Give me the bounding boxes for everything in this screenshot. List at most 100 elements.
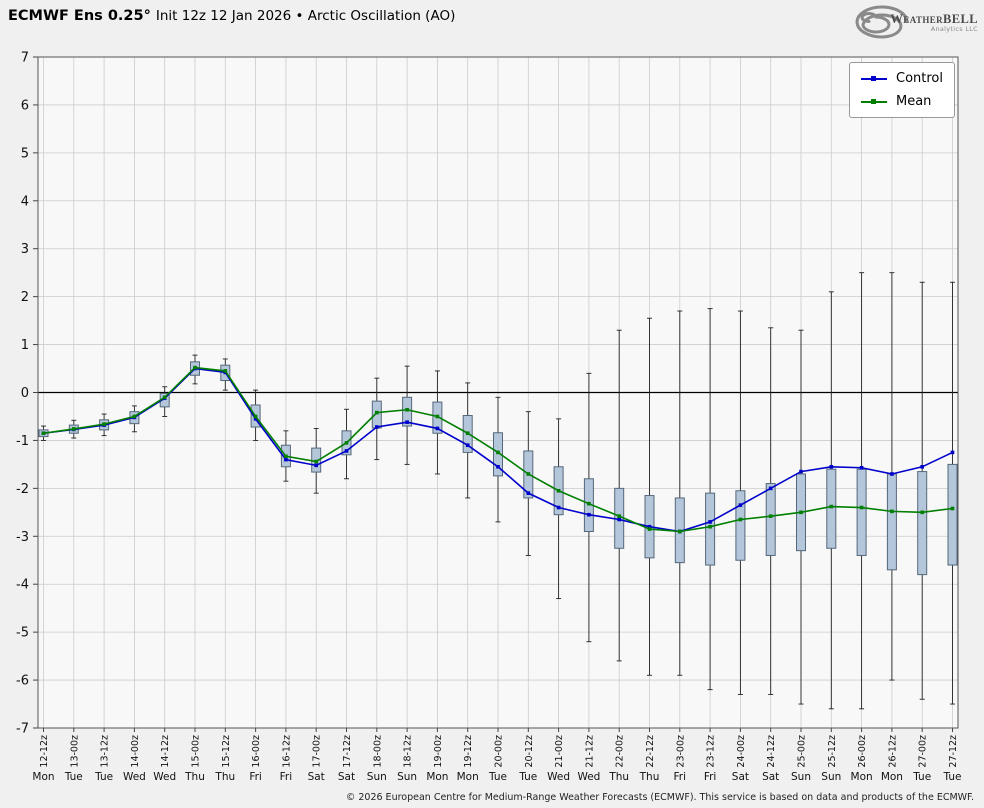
x-day-label: Tue <box>912 771 931 783</box>
x-tick-label: 18-00z <box>372 735 383 768</box>
ensemble-box <box>917 471 928 576</box>
legend-item-mean: Mean <box>861 94 943 109</box>
control-marker <box>587 512 591 517</box>
mean-marker <box>526 472 531 476</box>
mean-marker <box>162 395 167 400</box>
mean-marker <box>617 514 621 518</box>
y-tick-label: 3 <box>21 242 29 257</box>
y-tick-label: 2 <box>21 290 29 305</box>
copyright-text: © 2026 European Centre for Medium-Range … <box>345 792 974 803</box>
mean-marker <box>556 488 561 493</box>
x-day-label: Thu <box>608 771 629 783</box>
mean-marker <box>405 407 409 412</box>
y-tick-label: -2 <box>16 482 29 497</box>
x-day-label: Sun <box>397 771 417 783</box>
ensemble-box <box>856 468 867 556</box>
x-tick-label: 19-12z <box>463 735 474 768</box>
x-tick-label: 27-12z <box>948 735 959 768</box>
legend-item-control: Control <box>861 71 943 86</box>
y-tick-label: 4 <box>21 194 29 209</box>
control-marker <box>314 463 318 468</box>
control-marker <box>708 520 712 524</box>
mean-marker <box>799 510 803 515</box>
control-marker <box>405 420 409 425</box>
control-marker <box>617 517 621 522</box>
legend-label-control: Control <box>896 71 943 86</box>
mean-marker <box>253 414 258 419</box>
ensemble-box <box>402 396 413 427</box>
chart-title: ECMWF Ens 0.25° Init 12z 12 Jan 2026 • Ar… <box>8 8 455 24</box>
ensemble-box <box>826 468 837 549</box>
y-tick-label: 5 <box>21 146 29 161</box>
x-day-label: Mon <box>457 771 479 783</box>
x-day-label: Sun <box>367 771 387 783</box>
x-day-label: Thu <box>214 771 235 783</box>
x-tick-label: 27-00z <box>918 735 929 768</box>
control-marker <box>920 464 924 469</box>
mean-marker <box>920 510 924 515</box>
x-day-label: Wed <box>577 771 600 783</box>
x-day-label: Sat <box>732 771 749 783</box>
control-marker <box>799 469 803 474</box>
y-tick-label: 1 <box>21 338 29 353</box>
x-day-label: Mon <box>881 771 903 783</box>
x-day-label: Thu <box>184 771 205 783</box>
y-tick-label: -4 <box>16 578 29 593</box>
weatherbell-swirl-icon <box>856 5 909 39</box>
mean-marker <box>375 410 379 415</box>
x-day-label: Tue <box>518 771 537 783</box>
mean-marker <box>465 431 470 436</box>
mean-marker <box>647 527 652 531</box>
legend-label-mean: Mean <box>896 94 932 109</box>
control-marker <box>465 443 470 448</box>
mean-marker <box>678 529 682 534</box>
mean-line-swatch <box>861 98 887 104</box>
ensemble-box <box>735 490 746 561</box>
y-tick-label: -6 <box>16 674 29 689</box>
ensemble-box <box>705 492 716 566</box>
y-tick-label: -3 <box>16 530 29 545</box>
x-tick-label: 16-00z <box>251 735 262 768</box>
x-tick-label: 16-12z <box>281 735 292 768</box>
control-marker <box>738 503 743 507</box>
control-marker <box>647 524 652 529</box>
y-tick-label: -5 <box>16 626 29 641</box>
chart-legend: Control Mean <box>849 62 955 118</box>
plot-border <box>37 56 959 729</box>
x-day-label: Wed <box>547 771 570 783</box>
x-tick-label: 20-12z <box>524 735 535 768</box>
logo-text: WeatherBELL Analytics LLC <box>890 12 978 34</box>
x-tick-label: 22-00z <box>615 735 626 768</box>
chart-title-detail: Init 12z 12 Jan 2026 • Arctic Oscillatio… <box>155 8 456 24</box>
y-tick-label: -7 <box>16 722 29 737</box>
mean-marker <box>223 369 228 373</box>
mean-marker <box>72 427 76 431</box>
x-day-label: Fri <box>280 771 293 783</box>
x-day-label: Sun <box>791 771 811 783</box>
control-marker <box>829 464 834 469</box>
x-tick-label: 15-12z <box>221 735 232 768</box>
logo-brand: WeatherBELL <box>890 12 978 27</box>
x-day-label: Mon <box>32 771 54 783</box>
control-marker <box>496 464 500 469</box>
x-tick-label: 13-00z <box>69 735 80 768</box>
x-day-label: Tue <box>943 771 962 783</box>
mean-marker <box>829 504 834 509</box>
x-tick-label: 22-12z <box>645 735 656 768</box>
logo-subtext: Analytics LLC <box>930 25 978 34</box>
ensemble-box <box>493 432 503 477</box>
x-tick-label: 21-12z <box>584 735 595 768</box>
control-marker <box>284 457 288 462</box>
mean-marker <box>950 506 955 511</box>
control-marker <box>435 426 440 431</box>
x-day-label: Mon <box>851 771 873 783</box>
weatherbell-logo: WeatherBELL Analytics LLC <box>852 1 978 45</box>
x-day-label: Fri <box>674 771 687 783</box>
x-day-label: Wed <box>153 771 176 783</box>
ensemble-box <box>765 483 776 556</box>
mean-marker <box>587 501 591 506</box>
y-tick-label: 7 <box>21 51 29 66</box>
mean-marker <box>314 459 318 464</box>
x-day-label: Sun <box>821 771 841 783</box>
x-tick-label: 23-12z <box>706 735 717 768</box>
